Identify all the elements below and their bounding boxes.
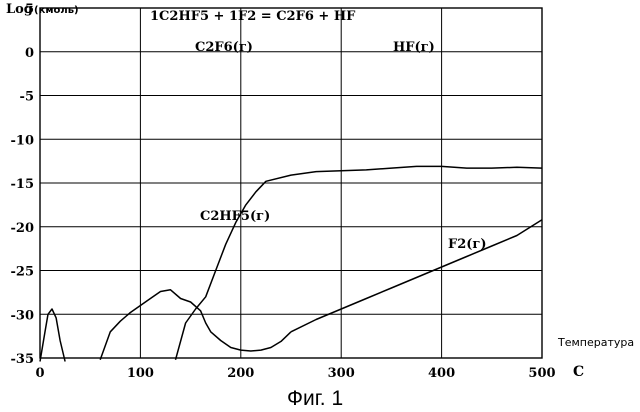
- series-line-f2: [291, 220, 542, 332]
- y-tick-label: -35: [11, 352, 35, 367]
- series-line-c2f6: [40, 309, 65, 362]
- x-tick-label: 0: [35, 366, 44, 381]
- series-label-c2hf5: C2HF5(г): [200, 209, 270, 224]
- series-layer: [40, 166, 542, 361]
- y-axis-unit: (кмоль): [34, 5, 79, 16]
- y-tick-label: -5: [20, 90, 34, 105]
- x-axis-unit: C: [573, 364, 584, 380]
- series-label-c2f6: C2F6(г): [195, 40, 253, 55]
- y-tick-label: 0: [25, 46, 34, 61]
- tick-labels: 50-5-10-15-20-25-30-350100200300400500: [11, 2, 556, 381]
- chart-title: 1C2HF5 + 1F2 = C2F6 + HF: [150, 9, 356, 24]
- y-axis-label: Log: [6, 2, 33, 17]
- grid: [40, 8, 542, 358]
- y-tick-label: -10: [11, 133, 35, 148]
- series-label-hf: HF(г): [393, 40, 435, 55]
- x-tick-label: 200: [227, 366, 254, 381]
- x-tick-label: 300: [328, 366, 355, 381]
- y-tick-label: -15: [11, 177, 35, 192]
- x-axis-label: Температура: [557, 336, 634, 349]
- x-tick-label: 500: [528, 366, 555, 381]
- y-tick-label: -25: [11, 265, 35, 280]
- x-tick-label: 100: [127, 366, 154, 381]
- series-line-hf: [100, 290, 291, 360]
- series-line-c2hf5: [176, 166, 543, 359]
- x-tick-label: 400: [428, 366, 455, 381]
- y-tick-label: -20: [11, 221, 35, 236]
- y-tick-label: -30: [11, 308, 35, 323]
- series-label-f2: F2(г): [448, 237, 487, 252]
- figure-caption: Фиг. 1: [287, 387, 343, 410]
